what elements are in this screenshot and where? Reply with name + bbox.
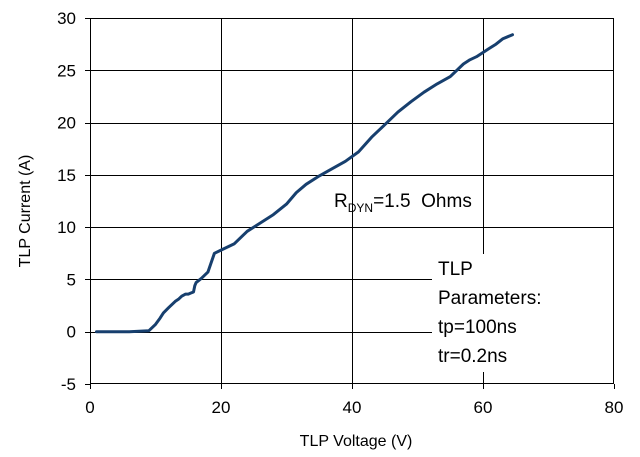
y-tick-label-5: 5	[67, 270, 76, 289]
rdyn-value: =1.5 Ohms	[373, 191, 472, 212]
y-tick-label-15: 15	[57, 166, 76, 185]
y-tick-labels: -5 0 5 10 15 20 25 30	[57, 9, 76, 394]
series-layer	[95, 33, 514, 334]
y-tick-label-25: 25	[57, 61, 76, 80]
x-tick-label-40: 40	[343, 398, 362, 417]
x-tick-label-0: 0	[85, 398, 94, 417]
y-tick-label-0: 0	[67, 323, 76, 342]
x-axis-title: TLP Voltage (V)	[300, 433, 413, 450]
x-tick-labels: 0 20 40 60 80	[85, 398, 623, 417]
tp-value: tp=100ns	[438, 317, 517, 338]
plot-border	[90, 18, 614, 384]
y-tick-label-10: 10	[57, 218, 76, 237]
series-line-0	[95, 33, 514, 334]
tr-value: tr=0.2ns	[438, 346, 507, 367]
grid-lines	[90, 18, 614, 384]
y-tick-label--5: -5	[61, 375, 76, 394]
rdyn-symbol: R	[334, 191, 348, 212]
rdyn-subscript: DYN	[348, 201, 373, 215]
parameters-note-background	[432, 254, 614, 372]
y-tick-label-30: 30	[57, 9, 76, 28]
y-tick-label-20: 20	[57, 114, 76, 133]
x-tick-label-20: 20	[212, 398, 231, 417]
y-axis-title: TLP Current (A)	[17, 155, 34, 268]
tlp-parameters-title: TLP	[438, 259, 473, 280]
x-tick-label-80: 80	[605, 398, 624, 417]
rdyn-annotation: RDYN=1.5 Ohms	[334, 191, 472, 215]
tlp-parameters-label: Parameters:	[438, 288, 541, 309]
plot-frame	[85, 18, 615, 389]
x-tick-label-60: 60	[474, 398, 493, 417]
